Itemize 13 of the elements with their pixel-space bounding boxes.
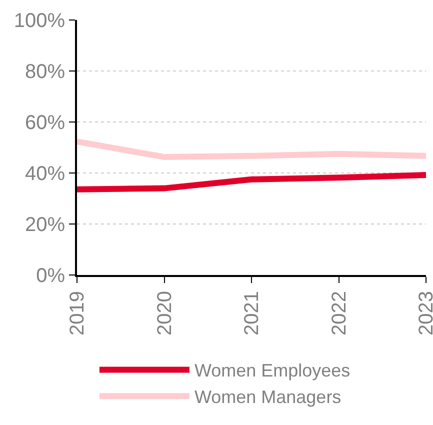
y-tick-label: 100% bbox=[14, 10, 66, 32]
legend-label: Women Managers bbox=[194, 387, 342, 408]
x-tick-label: 2023 bbox=[416, 291, 433, 336]
y-tick-label: 0% bbox=[36, 265, 66, 287]
y-tick-label: 40% bbox=[24, 163, 66, 185]
y-tick-label: 60% bbox=[24, 112, 66, 134]
x-tick-label: 2019 bbox=[66, 291, 88, 336]
x-tick-label: 2021 bbox=[241, 291, 263, 336]
x-tick-label: 2020 bbox=[154, 291, 176, 336]
x-tick-label: 2022 bbox=[328, 291, 350, 336]
legend-label: Women Employees bbox=[194, 360, 350, 381]
y-tick-label: 80% bbox=[24, 61, 66, 83]
y-tick-label: 20% bbox=[24, 214, 66, 236]
